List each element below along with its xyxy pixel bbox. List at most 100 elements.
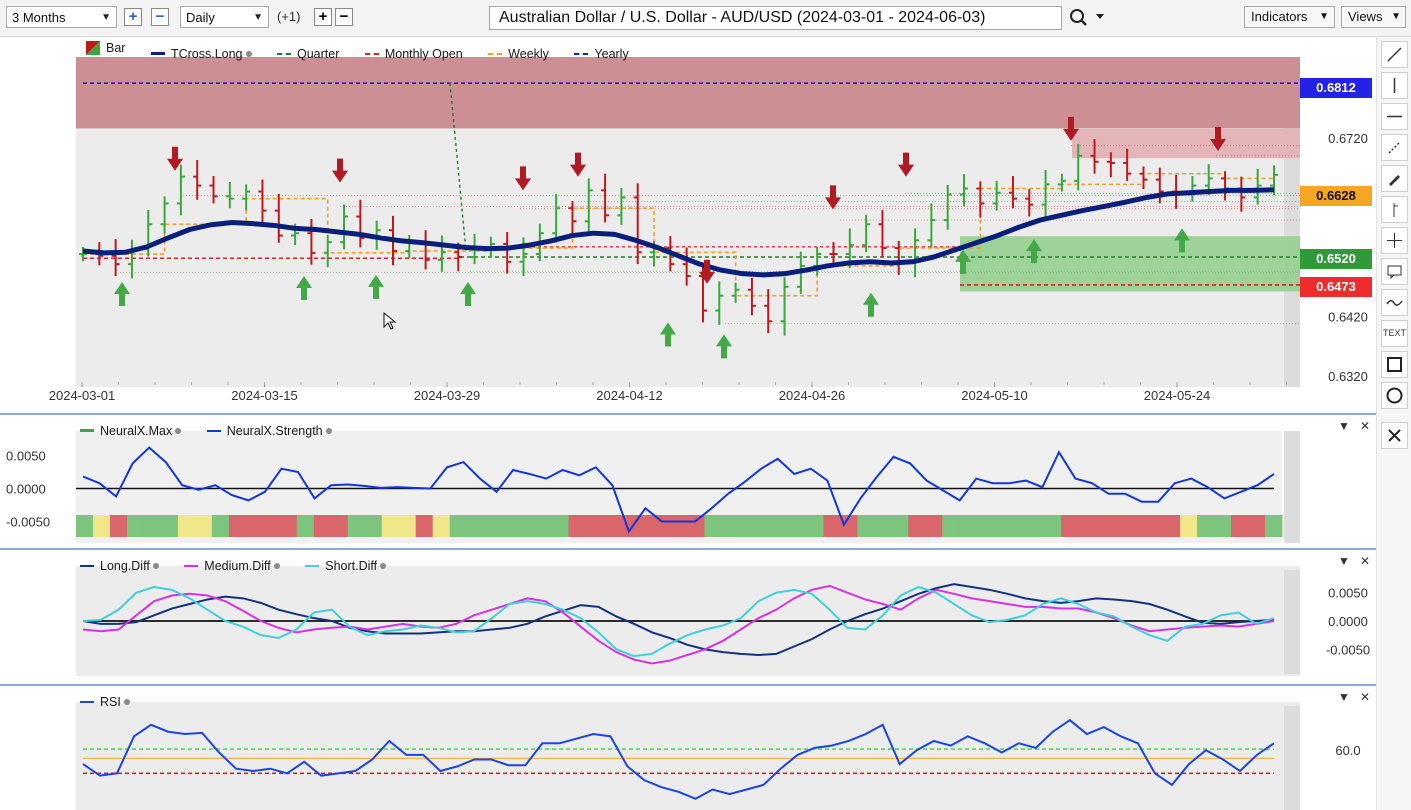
settings-dot-icon[interactable]	[175, 427, 182, 434]
scroll-gutter[interactable]	[1284, 570, 1300, 674]
neuralx-max-segment	[1180, 515, 1198, 537]
rectangle-tool[interactable]	[1381, 351, 1408, 378]
neuralx-max-segment	[194, 515, 213, 537]
buy-signal-arrow	[460, 282, 476, 306]
rsi-chart[interactable]: 60.0	[0, 686, 1376, 810]
neuralx-max-segment	[500, 515, 519, 537]
collapse-icon[interactable]: ▼	[1338, 690, 1350, 704]
neuralx-max-segment	[993, 515, 1011, 537]
legend-label: Medium.Diff	[204, 559, 271, 573]
legend-swatch	[80, 701, 94, 703]
interval-select[interactable]: Daily ▼	[180, 6, 269, 28]
legend-label: NeuralX.Max	[100, 423, 173, 438]
settings-dot-icon[interactable]	[123, 699, 130, 705]
buy-signal-arrow	[1174, 228, 1190, 253]
collapse-icon[interactable]: ▼	[1338, 554, 1350, 568]
legend-item-neuralx-strength: NeuralX.Strength	[206, 424, 332, 438]
price-bar	[193, 159, 202, 200]
pane-divider[interactable]	[0, 413, 1376, 415]
neuralx-chart[interactable]: 0.0050 0.0000 -0.0050	[0, 415, 1376, 548]
collapse-icon[interactable]: ▼	[1338, 419, 1350, 433]
price-pane[interactable]: 0.6720 0.6628 0.6520 0.6420 0.6320 2024-03-01…	[0, 37, 1376, 413]
horizontal-line-icon	[1387, 115, 1402, 118]
legend-item-tcross-long: TCross.Long	[150, 47, 252, 61]
resistance-zone	[76, 57, 1300, 129]
trend-line-tool[interactable]	[1381, 41, 1408, 68]
y-tick-label: -0.0050	[6, 515, 50, 530]
price-bar	[764, 289, 773, 334]
callout-tool[interactable]	[1381, 258, 1408, 285]
settings-dot-icon[interactable]	[152, 563, 159, 569]
neuralx-max-segment	[976, 515, 994, 537]
close-pane-icon[interactable]: ✕	[1359, 690, 1370, 704]
price-bar	[1106, 152, 1115, 178]
y-tick-label: 0.6720	[1328, 131, 1368, 146]
price-bar	[862, 214, 871, 253]
neuralx-max-segment	[1112, 515, 1130, 537]
range-select[interactable]: 3 Months ▼	[6, 6, 117, 28]
vertical-line-tool[interactable]	[1381, 72, 1408, 99]
delete-drawings-button[interactable]	[1381, 422, 1408, 449]
scroll-gutter[interactable]	[1284, 706, 1300, 810]
neuralx-max-segment	[1044, 515, 1062, 537]
text-tool[interactable]: TEXT	[1381, 320, 1408, 347]
pen-tool[interactable]	[1381, 165, 1408, 192]
indicators-button[interactable]: Indicators ▼	[1244, 6, 1335, 28]
wave-tool[interactable]	[1381, 289, 1408, 316]
price-tag-monthly: 0.6473	[1300, 277, 1372, 297]
settings-dot-icon[interactable]	[273, 563, 280, 569]
speech-bubble-icon	[1387, 265, 1402, 280]
crosshair-tool[interactable]	[1381, 227, 1408, 254]
rsi-pane[interactable]: 60.0 RSI ▼ ✕	[0, 686, 1376, 810]
neuralx-max-segment	[857, 515, 875, 537]
neuralx-max-segment	[602, 515, 621, 537]
neuralx-legend: NeuralX.Max NeuralX.Strength	[80, 421, 354, 438]
fib-tool[interactable]	[1381, 196, 1408, 223]
settings-dot-icon[interactable]	[325, 428, 332, 434]
pane-divider[interactable]	[0, 684, 1376, 686]
y-tick-label: 0.0000	[6, 482, 46, 497]
zoom-in-button[interactable]: +	[124, 8, 142, 26]
price-chart[interactable]: 0.6720 0.6628 0.6520 0.6420 0.6320 2024-03-01…	[0, 37, 1376, 413]
neuralx-max-segment	[381, 515, 400, 537]
diff-pane[interactable]: 0.0050 0.0000 -0.0050 Long.Diff Medium.Dif…	[0, 550, 1376, 684]
quarter-transition-line	[449, 83, 467, 252]
settings-dot-icon[interactable]	[380, 563, 387, 569]
neuralx-pane[interactable]: 0.0050 0.0000 -0.0050 NeuralX.Max NeuralX.…	[0, 415, 1376, 548]
neuralx-max-segment	[76, 515, 94, 537]
price-bar	[552, 193, 561, 243]
search-button[interactable]	[1068, 8, 1108, 28]
legend-swatch	[150, 52, 165, 55]
legend-swatch	[574, 53, 589, 55]
horizontal-line-tool[interactable]	[1381, 103, 1408, 130]
legend-item-bar: Bar	[86, 41, 125, 55]
symbol-title-field[interactable]: Australian Dollar / U.S. Dollar - AUD/US…	[489, 6, 1062, 30]
close-pane-icon[interactable]: ✕	[1359, 554, 1370, 568]
legend-item-yearly: Yearly	[574, 47, 629, 61]
scroll-gutter[interactable]	[1284, 431, 1300, 543]
ellipse-tool[interactable]	[1381, 382, 1408, 409]
y-tick-label: 0.0050	[1328, 586, 1368, 601]
y-tick-label: -0.0050	[1326, 642, 1370, 657]
neuralx-max-segment	[1146, 515, 1164, 537]
close-pane-icon[interactable]: ✕	[1359, 419, 1370, 433]
price-bar	[258, 179, 267, 225]
offset-minus-button[interactable]: −	[335, 8, 353, 26]
ray-tool[interactable]	[1381, 134, 1408, 161]
views-button[interactable]: Views ▼	[1341, 6, 1406, 28]
legend-label: Bar	[106, 41, 126, 55]
offset-plus-button[interactable]: +	[314, 8, 332, 26]
pane-divider[interactable]	[0, 548, 1376, 550]
chevron-down-icon: ▼	[1391, 11, 1401, 22]
legend-item-weekly: Weekly	[488, 47, 549, 61]
neuralx-max-segment	[1010, 515, 1028, 537]
price-bar	[960, 174, 969, 207]
neuralx-max-segment	[1163, 515, 1181, 537]
price-tag-weekly: 0.6628	[1300, 186, 1372, 206]
settings-dot-icon[interactable]	[245, 50, 252, 57]
sell-signal-arrow	[570, 152, 586, 177]
zoom-out-button[interactable]: −	[151, 8, 169, 26]
diff-chart[interactable]: 0.0050 0.0000 -0.0050	[0, 550, 1376, 684]
range-select-value: 3 Months	[12, 10, 66, 25]
buy-signal-arrow	[660, 322, 676, 347]
